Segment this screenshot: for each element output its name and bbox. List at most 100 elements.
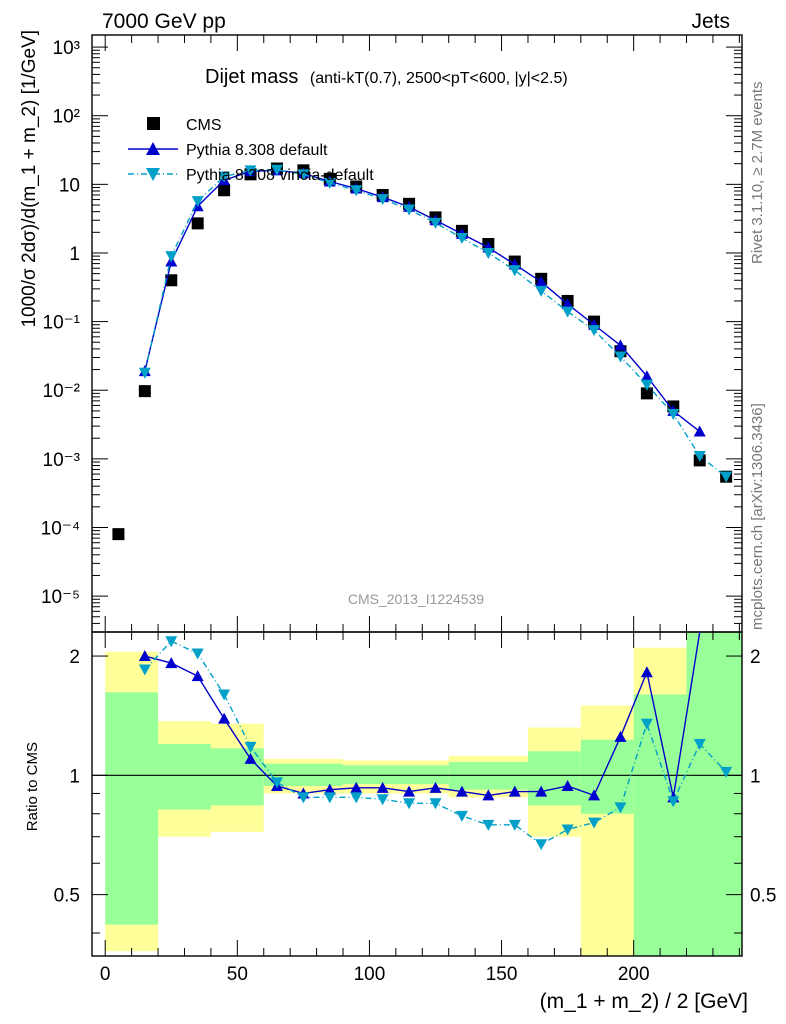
ratio-series-0-point	[350, 781, 363, 793]
x-tick-label: 200	[618, 964, 650, 985]
ratio-series-1-point	[667, 796, 680, 808]
ratio-series-1-point	[429, 798, 442, 810]
ratio-series-1-point	[508, 819, 521, 831]
header-right: Jets	[691, 10, 730, 33]
main-series	[112, 162, 733, 541]
ratio-y-tick-label-right: 2	[750, 647, 761, 668]
ratio-series-0-point	[429, 781, 442, 793]
ratio-y-tick-label: 0.5	[54, 886, 80, 907]
main-series-2-point	[640, 379, 653, 391]
ratio-series-1-point	[403, 798, 416, 810]
main-series-2-point	[165, 251, 178, 263]
main-series-2-point	[376, 194, 389, 206]
ratio-axis-ticks: 0 50 100 150 200 0.5 0.5 1 1 2 2	[54, 35, 776, 985]
ratio-series-0-point	[244, 752, 257, 764]
ratio-series-1-point	[297, 792, 310, 804]
ratio-y-tick-label: 1	[69, 766, 80, 787]
main-y-tick-label: 10³	[53, 38, 80, 59]
main-series-0-point	[218, 184, 231, 197]
main-series-1-point	[614, 339, 627, 351]
main-series-2-point	[535, 285, 548, 297]
main-y-tick-label: 10²	[53, 107, 80, 128]
band-inner-7	[580, 739, 634, 814]
main-series-2-point	[323, 177, 336, 189]
main-series-0-point	[191, 217, 204, 230]
ratio-series-1-point	[323, 792, 336, 804]
plot-title-sub: (anti-kT(0.7), 2500<pT<600, |y|<2.5)	[310, 70, 568, 87]
band-inner-2	[210, 748, 264, 806]
main-series-2-point	[403, 204, 416, 216]
ratio-series-0-point	[640, 666, 653, 678]
ratio-series-0-point	[535, 785, 548, 797]
ratio-series-1-point	[350, 792, 363, 804]
main-series-1-point	[693, 425, 706, 437]
side-label-mcplots: mcplots.cern.ch [arXiv:1306.3436]	[749, 403, 766, 630]
ratio-series-0-point	[508, 785, 521, 797]
main-series-2-point	[270, 164, 283, 176]
main-y-tick-label: 10	[59, 175, 80, 196]
ratio-y-tick-label-right: 1	[750, 766, 761, 787]
band-inner-0	[105, 692, 159, 925]
ratio-series-1-point	[191, 648, 204, 660]
ratio-series-0-point	[403, 785, 416, 797]
ratio-series-1-point	[720, 766, 733, 778]
main-series-1-point	[535, 275, 548, 287]
ratio-series-1-point	[561, 824, 574, 836]
main-axis-ticks: 10⁻⁵ 10⁻⁴ 10⁻³ 10⁻² 10⁻¹ 1 10 10² 10³	[41, 38, 742, 633]
watermark: CMS_2013_I1224539	[348, 591, 484, 607]
ratio-series-0-point	[323, 783, 336, 795]
ratio-series-1-point	[614, 802, 627, 814]
ratio-series-1-point	[535, 839, 548, 851]
ratio-series-0-point	[482, 789, 495, 801]
main-series-2-point	[455, 233, 468, 245]
ratio-series-0-line	[144, 631, 701, 798]
main-series-1-point	[640, 370, 653, 382]
ratio-series-0-point	[588, 789, 601, 801]
main-series-2-point	[720, 471, 733, 483]
main-y-tick-label: 10⁻⁴	[41, 518, 80, 539]
main-y-tick-label: 10⁻²	[43, 381, 81, 402]
main-y-tick-label: 1	[69, 244, 80, 265]
main-series-2-point	[218, 171, 231, 183]
legend-marker-pythia-vincia	[146, 168, 160, 181]
ratio-series-1-point	[376, 794, 389, 806]
main-series-2-point	[429, 217, 442, 229]
main-series-2-point	[561, 306, 574, 318]
main-series-1-point	[561, 298, 574, 310]
x-tick-label: 0	[100, 964, 111, 985]
legend: CMS Pythia 8.308 default Pythia 8.308 vi…	[128, 117, 374, 184]
x-tick-label: 100	[354, 964, 386, 985]
main-series-2-point	[614, 351, 627, 363]
ratio-series-1-point	[693, 738, 706, 750]
ratio-series-0-point	[138, 650, 151, 662]
band-inner-9	[686, 632, 742, 956]
ratio-series-0-point	[376, 781, 389, 793]
header-left: 7000 GeV pp	[102, 10, 226, 33]
main-series-0-point	[165, 274, 178, 287]
ratio-plot-frame	[91, 631, 743, 957]
x-tick-label: 150	[486, 964, 518, 985]
plot-title: Dijet mass (anti-kT(0.7), 2500<pT<600, |…	[205, 66, 568, 88]
main-y-tick-label: 10⁻¹	[43, 313, 81, 334]
main-series-2-point	[667, 409, 680, 421]
ratio-series-0-point	[165, 657, 178, 669]
main-series-2-point	[693, 451, 706, 463]
main-series-2-point	[138, 367, 151, 379]
main-series-1-line	[144, 169, 701, 433]
ratio-series	[138, 631, 733, 851]
ratio-y-axis-label: Ratio to CMS	[24, 742, 41, 831]
ratio-series-0-point	[614, 730, 627, 742]
main-series-0-point	[640, 387, 653, 400]
ratio-series-0-point	[455, 785, 468, 797]
ratio-series-1-point	[165, 636, 178, 648]
band-inner-6	[527, 751, 581, 806]
main-series-0-point	[112, 528, 125, 541]
plot-title-main: Dijet mass	[205, 66, 298, 88]
ratio-series-1-point	[588, 817, 601, 829]
ratio-series-0-point	[561, 779, 574, 791]
ratio-uncertainty-bands	[105, 632, 742, 956]
legend-marker-pythia-default	[146, 142, 160, 155]
main-series-2-point	[244, 165, 257, 177]
main-series-0-point	[138, 385, 151, 398]
ratio-y-tick-label: 2	[69, 647, 80, 668]
